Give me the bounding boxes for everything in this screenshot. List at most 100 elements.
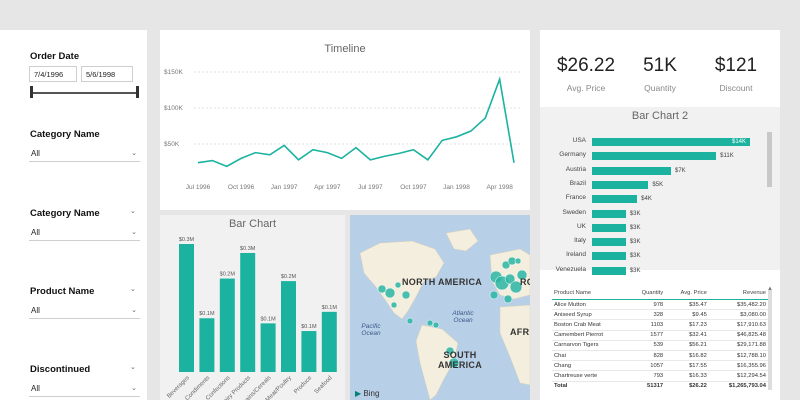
table-cell: $46,825.48 <box>708 330 768 341</box>
bar-chart-2-bar[interactable] <box>592 223 626 232</box>
timeline-series-line[interactable] <box>197 76 515 168</box>
chevron-down-icon[interactable]: ⌄ <box>130 364 136 371</box>
bar-chart-visual[interactable]: Bar Chart $0.3M Beverages $0.1M Condiments $… <box>160 215 345 400</box>
kpi-avg-price-value: $26.22 <box>556 55 616 76</box>
bar-chart-bar[interactable] <box>260 323 276 372</box>
chevron-down-icon[interactable]: ⌄ <box>130 208 136 215</box>
table-cell: $35.47 <box>665 299 709 311</box>
map-bubble[interactable] <box>432 321 440 329</box>
bar-chart-2-bar[interactable] <box>592 266 626 275</box>
table-row[interactable]: Boston Crab Meat 1103 $17.23 $17,910.63 <box>552 319 768 331</box>
table-scrollbar[interactable] <box>768 290 772 390</box>
map-bubble[interactable] <box>406 317 414 325</box>
bar-chart-2-bar[interactable] <box>592 138 750 146</box>
table-cell: 1057 <box>628 360 666 372</box>
table-cell: 828 <box>628 350 666 362</box>
bar-chart-bar[interactable] <box>301 331 317 372</box>
bar-chart-bar[interactable] <box>281 281 296 372</box>
table-cell: $56.21 <box>665 340 709 351</box>
col-header-avg-price[interactable]: Avg. Price <box>665 287 709 300</box>
order-date-label: Order Date <box>30 51 80 62</box>
bar-chart-2-bar[interactable] <box>592 252 626 261</box>
timeline-x-tick: Apr 1997 <box>314 184 341 191</box>
map-bubble[interactable] <box>504 273 516 285</box>
map-bubble[interactable] <box>426 319 434 327</box>
bar-chart-2-data-label: $3K <box>629 267 641 274</box>
bar-chart-data-label: $0.1M <box>199 311 215 317</box>
table-row[interactable]: Chang 1057 $17.55 $16,355.96 <box>552 360 768 372</box>
world-map[interactable] <box>350 215 530 400</box>
bar-chart-bar[interactable] <box>240 252 256 372</box>
product-name-value: All <box>31 306 40 315</box>
bar-chart-2-bar[interactable] <box>592 180 649 189</box>
map-bubble[interactable] <box>390 301 398 309</box>
kpi-discount-value: $121 <box>714 55 758 76</box>
map-bubble[interactable] <box>509 280 523 294</box>
bar-chart-2-category-label: USA <box>572 137 586 144</box>
table-row[interactable]: Chartreuse verte 793 $16.33 $12,294.54 <box>552 370 768 382</box>
map-bubble[interactable] <box>516 269 528 281</box>
bar-chart-bar[interactable] <box>219 278 235 372</box>
table-cell: Aniseed Syrup <box>552 309 629 321</box>
order-date-slider-end-handle[interactable] <box>136 86 139 98</box>
map-bubble[interactable] <box>445 346 455 356</box>
table-cell: Camembert Pierrot <box>552 330 629 341</box>
product-name-dropdown[interactable]: All ⌄ <box>29 303 140 319</box>
chevron-down-icon[interactable]: ⌄ <box>130 286 136 293</box>
bar-chart-2-bar[interactable] <box>592 195 638 204</box>
bar-chart-bar[interactable] <box>199 318 215 372</box>
filter-pane-header <box>0 0 147 30</box>
map-visual[interactable]: NORTH AMERICA RO AFR SOUTH AMERICA Atlan… <box>350 215 530 400</box>
timeline-y-tick: $150K <box>164 69 183 76</box>
table-row[interactable]: Carnarvon Tigers 539 $56.21 $29,171.88 <box>552 340 768 351</box>
kpi-avg-price-label: Avg. Price <box>566 83 606 93</box>
discontinued-label: Discontinued <box>30 364 91 375</box>
table-row[interactable]: Aniseed Syrup 328 $9.45 $3,080.00 <box>552 309 768 321</box>
table-cell: Chartreuse verte <box>552 370 629 382</box>
bar-chart-2-bar[interactable] <box>592 152 717 161</box>
map-bubble[interactable] <box>401 290 411 300</box>
bar-chart-2-bar[interactable] <box>592 166 671 175</box>
col-header-quantity[interactable]: Quantity <box>628 287 666 300</box>
order-date-start-input[interactable]: 7/4/1996 <box>29 66 77 82</box>
bar-chart-bar[interactable] <box>321 311 337 372</box>
table-total-row[interactable]: Total 51317 $26.22 $1,265,793.04 <box>552 380 768 391</box>
map-bubble[interactable] <box>489 290 499 300</box>
map-bubble[interactable] <box>514 257 522 265</box>
order-date-slider[interactable] <box>31 92 139 94</box>
bar-chart[interactable]: $0.3MBeverages$0.1MCondiments$0.2MConfec… <box>160 215 345 400</box>
category-name-dropdown[interactable]: All ⌄ <box>29 146 140 162</box>
bar-chart-data-label: $0.3M <box>240 246 256 252</box>
bing-brand-text: Bing <box>363 389 380 398</box>
table-cell: Carnarvon Tigers <box>552 340 629 351</box>
bar-chart-2-bar[interactable] <box>592 209 626 218</box>
bar-chart-2-bar[interactable] <box>592 238 626 247</box>
map-bubble[interactable] <box>377 284 387 294</box>
discontinued-dropdown[interactable]: All ⌄ <box>29 381 140 397</box>
table-cell: 328 <box>628 309 666 321</box>
map-bubble[interactable] <box>394 281 402 289</box>
table-row[interactable]: Alice Mutton 978 $35.47 $35,482.20 <box>552 299 768 311</box>
order-date-end-input[interactable]: 5/6/1998 <box>81 66 133 82</box>
bar-chart-bar[interactable] <box>179 244 194 372</box>
table-row[interactable]: Chai 828 $16.82 $12,788.10 <box>552 350 768 362</box>
bar-chart-2-scrollbar[interactable] <box>767 132 772 187</box>
bar-chart-title: Bar Chart <box>228 218 277 230</box>
map-bubble[interactable] <box>501 260 511 270</box>
scroll-up-icon[interactable]: ▲ <box>767 286 773 292</box>
bar-chart-2-category-label: Brazil <box>569 179 586 187</box>
category-name-2-dropdown[interactable]: All ⌄ <box>29 225 140 241</box>
table-cell: $16.33 <box>665 370 709 382</box>
bar-chart-2-data-label: $3K <box>629 210 641 217</box>
map-bubble[interactable] <box>384 287 396 299</box>
order-date-slider-start-handle[interactable] <box>30 86 33 98</box>
map-bubble[interactable] <box>503 294 513 304</box>
map-label-south-america: SOUTH AMERICA <box>437 350 483 370</box>
bar-chart-2-visual[interactable]: Bar Chart 2 USA $14K Germany $11K Austria $7K… <box>540 107 780 275</box>
table-row[interactable]: Camembert Pierrot 1577 $32.41 $46,825.48 <box>552 330 768 341</box>
timeline-visual[interactable]: Timeline $150K $100K $50K Jul 1996 Oct 1996 J… <box>160 0 530 210</box>
timeline-chart[interactable]: $150K $100K $50K Jul 1996 Oct 1996 Jan 1997 Ap… <box>160 0 530 210</box>
map-bubble[interactable] <box>448 357 460 369</box>
col-header-product-name[interactable]: Product Name <box>552 287 629 300</box>
col-header-revenue[interactable]: Revenue <box>708 287 768 300</box>
